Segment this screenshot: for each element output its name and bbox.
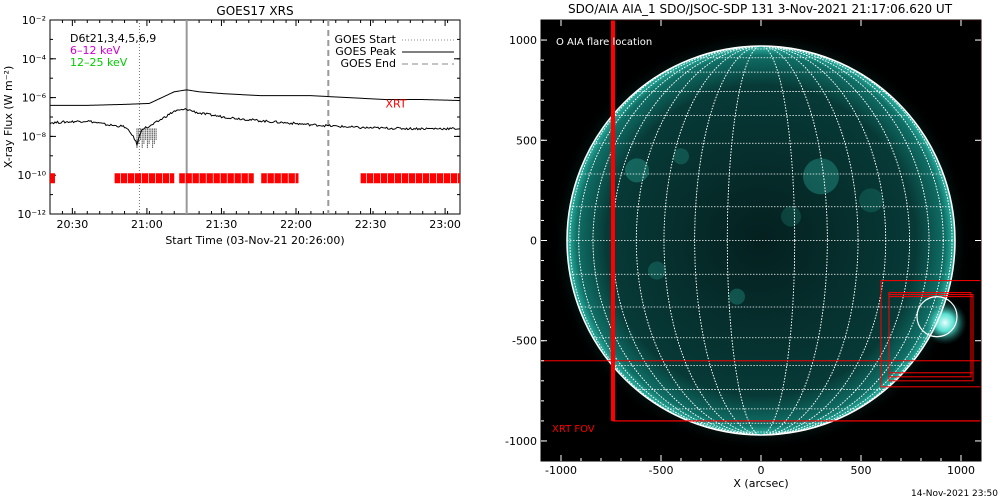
goes-x-axis-label: Start Time (03-Nov-21 20:26:00) (165, 234, 344, 247)
goes-y-tick-label: 10⁻⁴ (22, 53, 47, 66)
longitude-line (592, 45, 930, 436)
goes-flux-series-1 (50, 89, 461, 106)
goes-title: GOES17 XRS (216, 4, 293, 18)
goes-x-tick-label: 22:30 (355, 218, 387, 231)
active-region (729, 288, 745, 305)
xrt-fov-box (880, 280, 981, 388)
xrt-coverage-bar (261, 173, 299, 184)
aia-image: O AIA flare location XRT FOV (541, 20, 981, 451)
aia-title: SDO/AIA AIA_1 SDO/JSOC-SDP 131 3-Nov-202… (568, 2, 953, 16)
goes-legend-left-entry: D6t21,3,4,5,6,9 (70, 32, 156, 45)
aia-y-tick-label: 1000 (509, 34, 537, 47)
aia-axis-ticks (541, 20, 981, 461)
aia-y-tick-label: -500 (512, 335, 537, 348)
generated-timestamp: 14-Nov-2021 23:50 (911, 489, 998, 499)
active-region (859, 188, 883, 213)
goes-flux-series-2 (49, 107, 461, 148)
active-region (673, 148, 689, 165)
aia-y-tick-label: 0 (530, 235, 537, 248)
aia-x-tick-label: -1000 (545, 464, 577, 477)
goes-y-tick-label: 10⁻² (22, 14, 46, 27)
goes-legend-right-entry: GOES Peak (335, 45, 396, 58)
goes-x-tick-label: 22:00 (280, 218, 312, 231)
aia-y-tick-label: 500 (516, 134, 537, 147)
aia-x-axis-label: X (arcsec) (733, 477, 788, 490)
goes-y-axis-label: X-ray Flux (W m⁻²) (2, 66, 15, 168)
xrt-label: XRT (385, 97, 406, 110)
aia-panel: SDO/AIA AIA_1 SDO/JSOC-SDP 131 3-Nov-202… (540, 2, 982, 490)
aia-x-tick-label: 0 (758, 464, 765, 477)
xrt-fov-label: XRT FOV (552, 424, 595, 435)
goes-y-tick-label: 10⁻¹⁰ (17, 169, 46, 182)
aia-y-tick-label: -1000 (505, 435, 537, 448)
xrt-fov-box (541, 20, 981, 362)
goes-legend-left-entry: 12–25 keV (70, 56, 128, 69)
goes-x-tick-label: 21:30 (206, 218, 238, 231)
xrt-coverage-bar (114, 173, 175, 184)
goes-x-tick-label: 21:00 (131, 218, 163, 231)
aia-x-tick-label: 1000 (947, 464, 975, 477)
active-region (648, 261, 666, 280)
active-region (625, 158, 649, 183)
goes-plot-area (49, 19, 461, 215)
aia-flare-circle (916, 296, 958, 338)
xrt-coverage-bar (360, 173, 460, 184)
goes-x-tick-label: 23:00 (429, 218, 461, 231)
aia-flare-label: O AIA flare location (556, 37, 652, 48)
active-region (803, 158, 839, 195)
xrt-coverage-bar (179, 173, 254, 184)
goes-y-tick-label: 10⁻¹² (17, 208, 46, 221)
goes-x-tick-label: 20:30 (57, 218, 89, 231)
goes-panel: GOES17 XRS Start Time (03-Nov-21 20:26:0… (2, 4, 461, 247)
goes-legend-right-entry: GOES End (340, 57, 396, 70)
goes-legend-right-entry: GOES Start (335, 33, 397, 46)
solar-limb (566, 45, 956, 436)
aia-x-tick-label: 500 (851, 464, 872, 477)
aia-x-tick-label: -500 (649, 464, 674, 477)
active-region (781, 206, 801, 227)
goes-y-tick-label: 10⁻⁶ (22, 92, 47, 105)
goes-y-tick-label: 10⁻⁸ (22, 130, 47, 143)
xrt-fov-box (888, 296, 974, 382)
goes-legend-left-entry: 6–12 keV (70, 44, 121, 57)
xrt-coverage-bar (50, 173, 55, 184)
